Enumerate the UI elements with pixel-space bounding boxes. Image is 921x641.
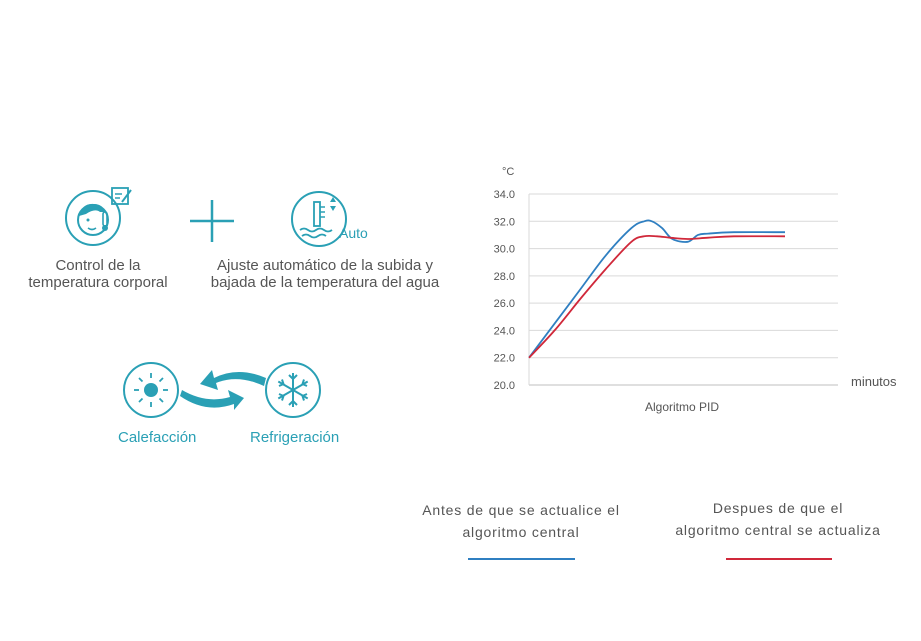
y-tick-label: 26.0 <box>494 298 515 310</box>
legend-after-line <box>726 558 832 560</box>
legend-before-line <box>468 558 575 560</box>
auto-label: Auto <box>339 225 368 241</box>
cooling-label: Refrigeración <box>250 429 340 446</box>
series-line-after <box>528 234 786 359</box>
water-adjust-caption: Ajuste automático de la subida y bajada … <box>210 257 440 291</box>
y-axis-unit-label: °C <box>502 166 514 178</box>
y-tick-label: 22.0 <box>494 353 515 365</box>
legend-before-text: Antes de que se actualice el algoritmo c… <box>422 502 620 540</box>
series-line-before <box>528 219 786 359</box>
snowflake-icon <box>265 362 321 418</box>
y-tick-label: 30.0 <box>494 244 515 256</box>
y-tick-label: 20.0 <box>494 380 515 392</box>
y-tick-label: 34.0 <box>494 189 515 201</box>
y-tick-label: 24.0 <box>494 325 515 337</box>
x-axis-unit-label: minutos <box>851 374 897 389</box>
child-thermometer-icon <box>65 187 132 246</box>
exchange-arrows-icon <box>180 370 266 410</box>
y-tick-label: 32.0 <box>494 216 515 228</box>
y-axis-ticks: 20.0 22.0 24.0 26.0 28.0 30.0 32.0 34.0 <box>494 189 515 392</box>
heating-label: Calefacción <box>118 429 197 446</box>
legend-after-text: Despues de que el algoritmo central se a… <box>675 500 881 538</box>
body-temp-caption: Control de la temperatura corporal <box>28 257 168 291</box>
pid-line-chart: 20.0 22.0 24.0 26.0 28.0 30.0 32.0 34.0 °C minu… <box>494 166 897 414</box>
x-axis-title: Algoritmo PID <box>645 400 719 414</box>
plus-icon <box>190 200 234 242</box>
sun-icon <box>123 362 179 418</box>
chart-grid <box>528 193 838 386</box>
y-tick-label: 28.0 <box>494 271 515 283</box>
chart-series <box>528 219 786 359</box>
water-level-icon <box>291 191 347 247</box>
